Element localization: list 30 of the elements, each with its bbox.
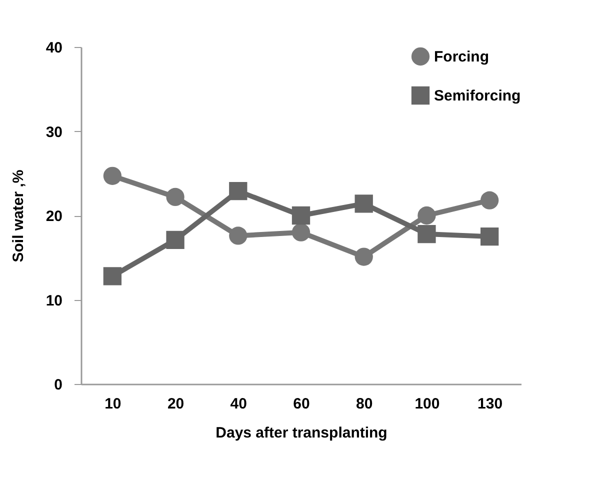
point xyxy=(103,166,122,185)
x-tick-label: 80 xyxy=(356,396,373,412)
point xyxy=(229,182,248,200)
x-tick-label: 100 xyxy=(414,396,440,412)
y-tick-label: 30 xyxy=(46,124,62,141)
y-tick-label: 20 xyxy=(46,208,62,225)
legend-label: Semiforcing xyxy=(434,88,521,104)
point xyxy=(480,227,499,246)
y-tick-label: 0 xyxy=(54,376,62,394)
x-axis-title: Days after transplanting xyxy=(216,424,388,442)
x-tick-label: 60 xyxy=(293,396,310,412)
legend-label: Forcing xyxy=(434,48,489,66)
x-tick-label: 130 xyxy=(478,396,503,412)
point xyxy=(229,226,248,245)
point xyxy=(418,206,436,225)
x-tick-label: 40 xyxy=(230,396,247,412)
point xyxy=(292,206,310,225)
point xyxy=(354,248,373,266)
y-axis-title: Soil water ,% xyxy=(10,170,27,262)
x-tick-label: 20 xyxy=(167,396,184,412)
y-tick-label: 40 xyxy=(46,40,62,56)
point xyxy=(418,224,436,244)
x-tick-label: 10 xyxy=(104,396,122,412)
point xyxy=(480,191,499,210)
point xyxy=(292,223,310,242)
point xyxy=(103,267,122,286)
y-tick-label: 10 xyxy=(46,292,62,310)
point xyxy=(166,230,184,250)
point xyxy=(354,194,373,213)
point xyxy=(166,188,184,206)
